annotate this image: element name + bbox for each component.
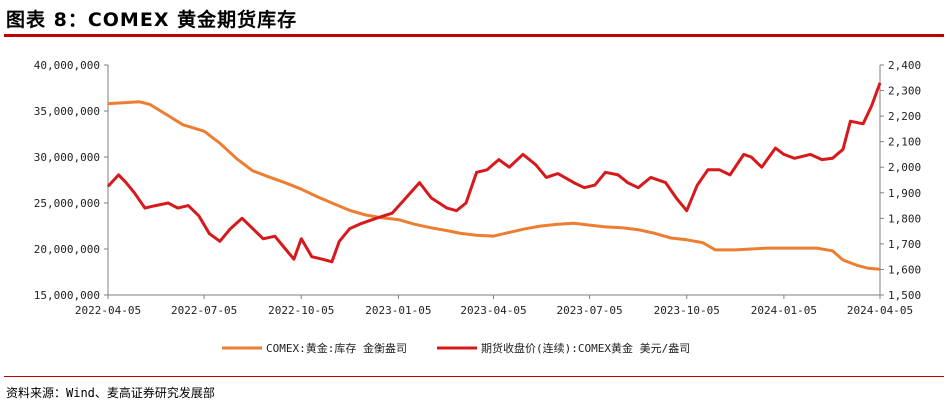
x-tick-label: 2023-04-05: [460, 304, 526, 317]
y-right-tick-label: 1,600: [888, 263, 921, 276]
y-left-tick-label: 20,000,000: [34, 243, 100, 256]
y-right-tick-label: 2,000: [888, 161, 921, 174]
y-right-tick-label: 2,200: [888, 110, 921, 123]
x-tick-label: 2023-01-05: [365, 304, 431, 317]
x-tick-label: 2022-04-05: [75, 304, 141, 317]
x-tick-label: 2023-10-05: [654, 304, 720, 317]
x-tick-label: 2022-07-05: [171, 304, 237, 317]
x-tick-label: 2022-10-05: [268, 304, 334, 317]
footer-divider: [4, 376, 944, 377]
source-note: 资料来源：Wind、麦高证券研究发展部: [6, 386, 215, 400]
legend-label-inventory: COMEX:黄金:库存 金衡盎司: [266, 341, 407, 355]
x-tick-label: 2024-04-05: [847, 304, 913, 317]
axes: 15,000,000 20,000,000 25,000,000 30,000,000…: [34, 59, 921, 317]
legend-label-price: 期货收盘价(连续):COMEX黄金 美元/盎司: [481, 341, 690, 355]
series-line-price: [106, 82, 882, 264]
page-title: 图表 8：COMEX 黄金期货库存: [6, 9, 298, 31]
y-right-tick-label: 2,100: [888, 136, 921, 149]
title-divider: [4, 34, 944, 37]
y-left-tick-label: 35,000,000: [34, 105, 100, 118]
series-line-inventory: [107, 100, 881, 271]
y-left-tick-label: 15,000,000: [34, 289, 100, 302]
y-left-tick-label: 30,000,000: [34, 151, 100, 164]
chart: 15,000,000 20,000,000 25,000,000 30,000,000…: [34, 59, 921, 355]
x-tick-label: 2023-07-05: [556, 304, 622, 317]
y-right-tick-label: 2,300: [888, 85, 921, 98]
legend: COMEX:黄金:库存 金衡盎司 期货收盘价(连续):COMEX黄金 美元/盎司: [222, 341, 690, 355]
y-right-tick-label: 1,700: [888, 238, 921, 251]
y-right-tick-label: 1,900: [888, 187, 921, 200]
y-left-tick-label: 25,000,000: [34, 197, 100, 210]
y-left-tick-label: 40,000,000: [34, 59, 100, 72]
y-right-tick-label: 1,800: [888, 212, 921, 225]
y-right-tick-label: 1,500: [888, 289, 921, 302]
y-right-tick-label: 2,400: [888, 59, 921, 72]
series-layer: [106, 82, 882, 271]
x-tick-label: 2024-01-05: [751, 304, 817, 317]
